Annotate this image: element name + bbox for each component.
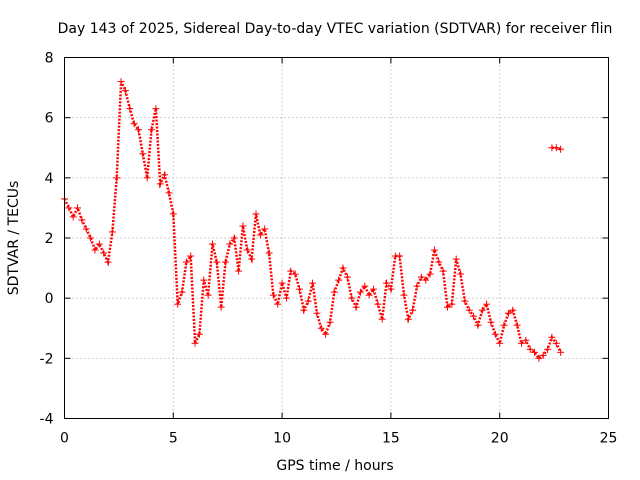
x-tick-label: 10	[273, 431, 291, 447]
x-axis-label: GPS time / hours	[276, 458, 393, 474]
chart-title: Day 143 of 2025, Sidereal Day-to-day VTE…	[58, 21, 613, 37]
data-point	[369, 285, 377, 293]
y-tick-label: -2	[40, 351, 54, 367]
y-tick-label: 4	[45, 171, 54, 187]
x-tick-label: 5	[169, 431, 178, 447]
data-point	[134, 126, 142, 134]
y-tick-label: 6	[45, 111, 54, 127]
series-late-segment	[548, 144, 565, 153]
y-tick-label: 0	[45, 291, 54, 307]
data-point	[443, 303, 451, 311]
data-point	[422, 276, 430, 284]
y-tick-label: -4	[40, 412, 54, 428]
data-point	[535, 354, 543, 362]
y-axis-label: SDTVAR / TECUs	[6, 181, 22, 296]
grid-lines	[64, 57, 609, 419]
x-tick-label: 15	[382, 431, 400, 447]
axis-tick-labels: 0 5 10 15 20 25 -4 -2 0 2 4 6 8	[40, 51, 618, 447]
data-point	[256, 231, 264, 239]
x-tick-label: 0	[60, 431, 69, 447]
data-point	[557, 145, 565, 153]
series-trace	[63, 81, 562, 361]
data-point	[504, 309, 512, 317]
x-tick-label: 25	[600, 431, 618, 447]
y-tick-label: 2	[45, 231, 54, 247]
data-point	[531, 348, 539, 356]
data-point	[91, 246, 99, 254]
data-marks	[61, 78, 565, 362]
series-sdtvar	[61, 78, 565, 362]
axis-ticks	[64, 57, 609, 419]
series-trace	[551, 146, 562, 151]
x-tick-label: 20	[491, 431, 509, 447]
y-tick-label: 8	[45, 51, 54, 67]
data-point	[317, 324, 325, 332]
